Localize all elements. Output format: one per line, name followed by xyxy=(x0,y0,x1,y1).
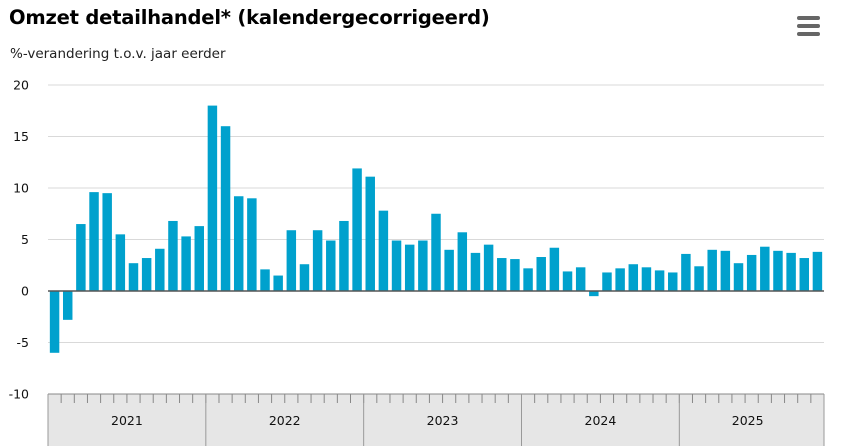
x-year-label: 2025 xyxy=(732,413,764,428)
bar xyxy=(155,248,165,291)
bar xyxy=(812,251,823,291)
bar xyxy=(786,252,796,291)
bar xyxy=(62,291,73,320)
bar xyxy=(286,230,297,291)
chart-title: Omzet detailhandel* (kalendergecorrigeer… xyxy=(9,6,490,29)
bar xyxy=(733,263,744,291)
bar xyxy=(773,250,783,291)
bar xyxy=(181,236,191,291)
y-tick-label: -5 xyxy=(17,335,29,350)
bar xyxy=(247,198,257,291)
bar xyxy=(207,105,218,291)
bar xyxy=(628,264,639,291)
y-tick-label: -10 xyxy=(9,387,29,402)
bar xyxy=(510,259,520,291)
x-axis-band xyxy=(48,394,824,446)
y-axis-ticks: -10 -5 0 5 10 15 20 xyxy=(9,78,29,402)
y-tick-label: 10 xyxy=(13,181,29,196)
bars xyxy=(49,105,823,353)
bar xyxy=(352,168,362,291)
y-tick-label: 15 xyxy=(13,129,29,144)
bar xyxy=(141,258,152,291)
bar xyxy=(326,240,336,291)
bar xyxy=(418,240,428,291)
hamburger-menu-icon[interactable] xyxy=(797,16,820,36)
x-year-label: 2021 xyxy=(111,413,143,428)
bar xyxy=(457,232,468,291)
bar xyxy=(378,210,389,291)
bar xyxy=(799,258,810,291)
bar xyxy=(641,267,652,291)
bar xyxy=(681,253,691,291)
x-axis: 2021 2022 2023 2024 2025 xyxy=(47,393,825,446)
bar xyxy=(168,220,178,291)
bar xyxy=(89,192,99,291)
bar xyxy=(233,196,244,291)
menu-line xyxy=(797,32,820,36)
y-tick-label: 0 xyxy=(21,284,29,299)
bar xyxy=(194,226,204,291)
bar xyxy=(391,240,402,291)
bar xyxy=(76,224,86,291)
bar xyxy=(549,247,560,291)
bar xyxy=(523,268,533,291)
bar xyxy=(115,234,126,291)
bar xyxy=(720,250,731,291)
x-year-label: 2024 xyxy=(585,413,617,428)
bar xyxy=(497,258,507,291)
bar xyxy=(760,246,770,291)
bar xyxy=(102,193,112,291)
menu-line xyxy=(797,16,820,20)
bar xyxy=(273,275,283,291)
bar xyxy=(668,272,678,291)
bar xyxy=(312,230,323,291)
menu-line xyxy=(797,24,820,28)
bar xyxy=(470,252,481,291)
bar xyxy=(128,263,139,291)
bar xyxy=(536,257,546,291)
y-tick-label: 5 xyxy=(21,232,29,247)
x-year-label: 2022 xyxy=(269,413,301,428)
bar xyxy=(654,270,665,291)
bar xyxy=(589,291,599,297)
bar xyxy=(694,266,704,291)
x-year-label: 2023 xyxy=(427,413,459,428)
bar xyxy=(562,271,573,291)
bar xyxy=(707,249,717,291)
bar xyxy=(339,220,349,291)
bar xyxy=(260,269,270,291)
bar xyxy=(483,244,494,291)
bar xyxy=(404,244,415,291)
bar xyxy=(365,176,375,291)
chart-subtitle: %-verandering t.o.v. jaar eerder xyxy=(10,46,226,62)
bar xyxy=(444,249,454,291)
bar xyxy=(220,126,231,291)
bar xyxy=(49,291,60,353)
bar xyxy=(299,264,310,291)
bar xyxy=(431,213,441,291)
bar xyxy=(575,267,586,291)
bar xyxy=(746,254,757,291)
y-tick-label: 20 xyxy=(13,78,29,93)
bar xyxy=(615,268,625,291)
bar xyxy=(602,272,612,291)
